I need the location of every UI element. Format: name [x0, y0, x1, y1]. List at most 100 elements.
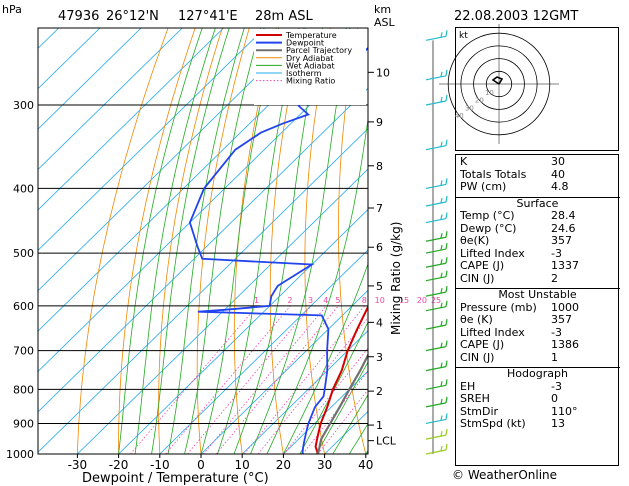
- wind-barb: [425, 360, 448, 372]
- wind-barb-flag: [445, 300, 448, 307]
- wet-adiabat-line: [250, 28, 351, 454]
- pressure-axis: 300 400 500 600 700 800 900 1000: [6, 99, 34, 461]
- surface-row: Dewp (°C) 24.6: [456, 221, 619, 236]
- pressure-tick-label: 800: [13, 383, 34, 396]
- most-unstable-label: Pressure (mb): [460, 300, 537, 314]
- hodograph-stat-value: 13: [551, 417, 565, 430]
- most-unstable-row: θe (K) 357: [456, 313, 619, 327]
- isotherm-line: [159, 249, 368, 454]
- wind-barb-shaft: [425, 236, 447, 242]
- isotherm-line: [38, 28, 183, 171]
- hodograph-stat-row: StmDir 110°: [456, 405, 619, 419]
- mixing-ratio-label: 15: [399, 296, 409, 305]
- wind-barb: [425, 212, 448, 224]
- dry-adiabat-lines: [77, 28, 367, 454]
- most-unstable-label: Lifted Index: [460, 325, 525, 339]
- wind-barb-shaft: [425, 291, 447, 297]
- hodograph-stat-label: EH: [460, 379, 476, 393]
- wind-barb-shaft: [425, 217, 447, 224]
- most-unstable-row: CIN (J) 1: [456, 351, 619, 365]
- hodograph-stat-value: -3: [551, 379, 562, 393]
- hodograph-trace: [491, 76, 504, 85]
- dry-adiabat-line: [304, 28, 331, 454]
- wind-barb-flag: [445, 319, 448, 326]
- wind-barb: [425, 94, 448, 106]
- surface-label: Dewp (°C): [460, 221, 517, 235]
- height-tick-label: 6: [376, 241, 383, 254]
- pressure-tick-label: 700: [13, 345, 34, 358]
- temperature-tick-label: 10: [235, 458, 250, 472]
- wind-barb-flag: [445, 242, 448, 250]
- legend-label: Temperature: [285, 31, 337, 40]
- wind-barb: [425, 178, 448, 189]
- surface-label: Temp (°C): [460, 209, 515, 222]
- wind-barb-shaft: [425, 402, 447, 408]
- station-id: 47936: [58, 9, 99, 24]
- hodograph-stat-row: SREH 0: [456, 392, 619, 406]
- wind-barb-shaft: [425, 262, 447, 268]
- most-unstable-value: 1386: [551, 338, 579, 351]
- wind-barb-flag: [440, 287, 443, 294]
- index-row: Totals Totals 40: [456, 168, 619, 182]
- most-unstable-row: Pressure (mb) 1000: [456, 300, 619, 315]
- wind-barb-flag: [445, 379, 448, 386]
- height-tick-label: 3: [376, 351, 383, 364]
- dry-adiabat-line: [77, 28, 169, 454]
- wind-barb: [425, 69, 448, 81]
- legend-label: Parcel Trajectory: [286, 46, 352, 55]
- wind-barb-shaft: [425, 418, 447, 425]
- most-unstable-value: 357: [551, 313, 572, 326]
- temperature-tick-label: -30: [68, 458, 88, 472]
- most-unstable-label: CAPE (J): [460, 338, 505, 351]
- most-unstable-row: Lifted Index -3: [456, 325, 619, 340]
- isotherm-line: [77, 168, 368, 454]
- wind-barb: [425, 139, 448, 151]
- wind-barb-flag: [440, 32, 443, 38]
- wind-barb-flag: [440, 342, 443, 348]
- temperature-tick-label: 0: [197, 458, 205, 472]
- surface-label: θe(K): [460, 234, 490, 247]
- wet-adiabat-line: [316, 361, 368, 454]
- sounding-profiles: [188, 46, 368, 454]
- wind-barb-flag: [440, 272, 443, 278]
- wind-barb-flag: [440, 197, 443, 204]
- wind-barb: [425, 195, 448, 207]
- wind-barb-flag: [445, 396, 448, 403]
- legend-label: Mixing Ratio: [286, 77, 335, 86]
- wind-barb: [425, 340, 448, 352]
- wind-barb-flag: [440, 302, 443, 308]
- wind-barb-shaft: [425, 276, 447, 282]
- pressure-tick-label: 900: [13, 417, 34, 430]
- legend-label: Dry Adiabat: [286, 54, 333, 63]
- surface-value: 357: [551, 234, 572, 247]
- mixing-ratio-line: [243, 305, 366, 454]
- mixing-ratio-label: 3: [308, 296, 313, 305]
- station-latitude: 26°12'N: [106, 9, 159, 24]
- surface-label: Lifted Index: [460, 246, 525, 260]
- mixing-ratio-label: 1: [254, 296, 259, 305]
- station-longitude: 127°41'E: [178, 9, 238, 24]
- indices-panel: [455, 154, 619, 466]
- height-tick-label: 5: [376, 280, 383, 293]
- wet-adiabat-line: [266, 116, 368, 454]
- wind-barb: [425, 270, 448, 282]
- pressure-tick-label: 1000: [6, 448, 34, 461]
- wind-barb-flag: [440, 362, 443, 368]
- index-label: PW (cm): [460, 180, 507, 193]
- mixing-ratio-label: 25: [431, 296, 441, 305]
- height-tick-label: 10: [376, 66, 390, 79]
- wind-barb-flag: [445, 30, 448, 37]
- wind-barb-flag: [440, 398, 443, 405]
- dry-adiabat-line: [158, 28, 223, 454]
- wet-adiabat-line: [151, 28, 230, 454]
- mixing-ratio-line: [215, 305, 339, 454]
- mixing-ratio-label: 4: [323, 296, 328, 305]
- wind-barb-shaft: [425, 35, 447, 41]
- hodograph-stat-label: SREH: [460, 392, 490, 405]
- height-tick-label: 8: [376, 160, 383, 173]
- plot-frame: [37, 27, 369, 455]
- mixing-ratio-axis-title: Mixing Ratio (g/kg): [389, 222, 403, 335]
- wind-barb-shaft: [425, 100, 447, 106]
